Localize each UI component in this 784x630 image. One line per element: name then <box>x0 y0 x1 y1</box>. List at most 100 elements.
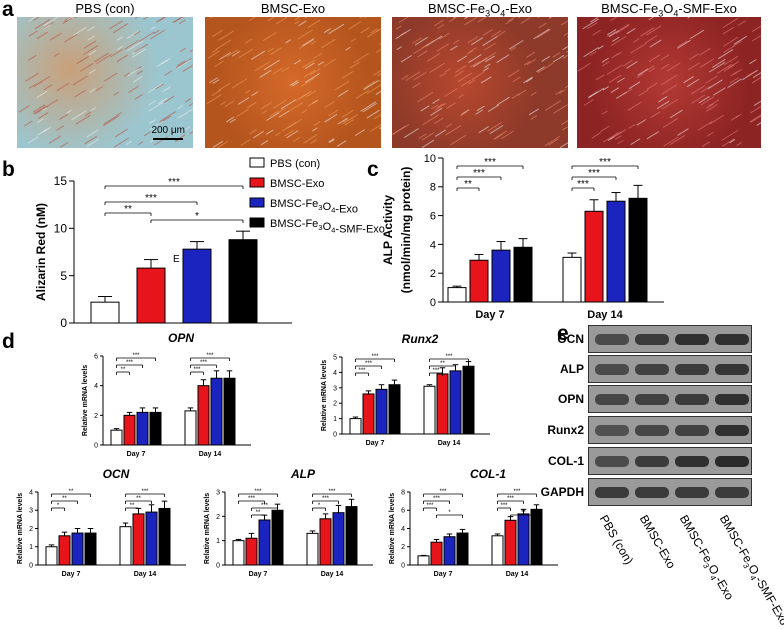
blot-band <box>715 334 749 345</box>
legend-swatch <box>250 158 264 167</box>
significance-label: ** <box>69 489 74 495</box>
significance-label: *** <box>484 157 496 168</box>
significance-label: ** <box>121 367 126 373</box>
significance-label: ** <box>440 361 445 367</box>
y-tick-label: 4 <box>29 489 33 496</box>
y-tick-label: 2 <box>333 401 337 408</box>
bar <box>505 520 516 565</box>
y-tick-label: 3 <box>216 489 220 496</box>
y-tick-label: 2 <box>430 268 436 280</box>
blot-row-label: OPN <box>540 392 584 406</box>
blot-row-label: Runx2 <box>540 423 584 437</box>
significance-label: *** <box>322 496 330 502</box>
y-tick-label: 0 <box>401 562 405 569</box>
y-tick-label: 0 <box>333 431 337 438</box>
blot-band <box>675 487 709 498</box>
bar <box>229 240 257 323</box>
y-tick-label: 2 <box>94 413 98 420</box>
y-tick-label: 0 <box>60 316 67 330</box>
significance-label: *** <box>206 353 214 359</box>
blot-band <box>715 487 749 498</box>
y-axis-label: ALP Activity <box>381 195 395 265</box>
y-tick-label: 4 <box>401 526 405 533</box>
bar <box>350 419 361 434</box>
bar <box>124 415 135 445</box>
chart-title: ALP <box>290 467 316 481</box>
y-tick-label: 8 <box>401 489 405 496</box>
blot-band <box>715 456 749 467</box>
significance-label: *** <box>126 360 134 366</box>
blot-band <box>715 364 749 375</box>
blot-band <box>595 394 629 405</box>
y-tick-label: 0 <box>94 442 98 449</box>
group-label: Day 7 <box>475 309 504 321</box>
significance-label: *** <box>439 489 447 495</box>
chart-title: OCN <box>103 467 130 481</box>
group-label: Day 14 <box>199 451 222 458</box>
y-tick-label: 5 <box>333 354 337 361</box>
significance-label: *** <box>588 168 600 179</box>
significance-label: ** <box>62 496 67 502</box>
bar <box>585 211 603 302</box>
y-tick-label: 0 <box>430 297 436 309</box>
legend-swatch <box>250 218 264 227</box>
y-tick-label: 6 <box>430 210 436 222</box>
blot-row-opn <box>588 385 752 413</box>
y-tick-label: 10 <box>424 153 436 165</box>
bar <box>307 533 318 565</box>
significance-label: *** <box>513 489 521 495</box>
blot-row-label: OCN <box>540 332 584 346</box>
chart-title: COL-1 <box>470 467 506 481</box>
y-tick-label: 0 <box>29 562 33 569</box>
legend-entry: BMSC-Exo <box>270 178 324 190</box>
significance-label: *** <box>358 368 366 374</box>
significance-label: *** <box>577 179 589 190</box>
group-label: Day 14 <box>587 309 623 321</box>
y-tick-label: 6 <box>94 353 98 360</box>
y-tick-label: 4 <box>94 383 98 390</box>
blot-band <box>635 456 669 467</box>
significance-label: *** <box>193 367 201 373</box>
bar <box>320 519 331 565</box>
bar <box>607 201 625 302</box>
significance-label: *** <box>261 503 269 509</box>
bar <box>492 536 503 565</box>
bar <box>514 247 532 302</box>
significance-label: ** <box>521 510 526 516</box>
y-tick-label: 1 <box>333 416 337 423</box>
bar <box>159 508 170 565</box>
blot-row-runx2 <box>588 416 752 444</box>
blot-band <box>715 425 749 436</box>
bar <box>224 378 235 445</box>
bar <box>437 374 448 434</box>
group-label: Day 7 <box>366 440 385 447</box>
blot-band <box>675 364 709 375</box>
bar <box>448 288 466 302</box>
blot-row-gapdh <box>588 478 752 506</box>
bar <box>91 302 119 323</box>
bar <box>259 520 270 565</box>
bar <box>518 514 529 565</box>
bar <box>470 260 488 302</box>
blot-row-label: COL-1 <box>540 454 584 468</box>
bar <box>233 541 244 565</box>
significance-label: *** <box>248 496 256 502</box>
significance-label: *** <box>426 503 434 509</box>
group-label: Day 14 <box>321 571 344 578</box>
blot-row-label: ALP <box>540 362 584 376</box>
group-label: Day 14 <box>438 440 461 447</box>
bar <box>198 386 209 445</box>
blot-band <box>595 456 629 467</box>
bar <box>72 533 83 565</box>
bar <box>246 538 257 565</box>
significance-label: *** <box>254 489 262 495</box>
y-axis-label: Relative mRNA levels <box>17 493 24 564</box>
blot-row-label: GAPDH <box>540 485 584 499</box>
y-tick-label: 3 <box>333 385 337 392</box>
bar <box>463 366 474 434</box>
bar <box>563 257 581 302</box>
blot-band <box>675 334 709 345</box>
blot-band <box>595 364 629 375</box>
group-label: Day 14 <box>134 571 157 578</box>
chart-title: Runx2 <box>402 332 439 346</box>
